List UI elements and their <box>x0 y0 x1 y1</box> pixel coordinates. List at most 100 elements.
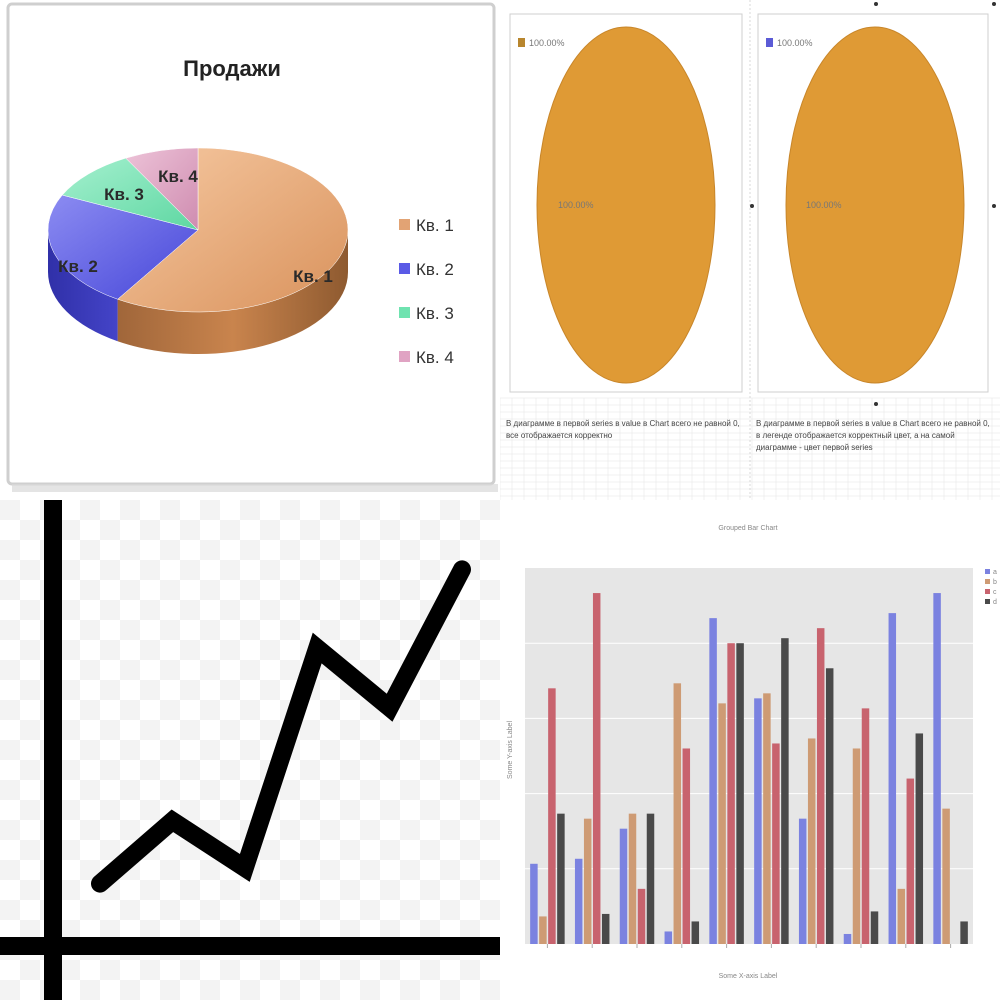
checker-cell <box>100 640 120 660</box>
checker-cell <box>360 900 380 920</box>
bar-c-8 <box>861 708 870 944</box>
checker-cell <box>300 920 320 940</box>
checker-cell <box>440 500 460 520</box>
checker-cell <box>20 960 40 980</box>
checker-cell <box>160 860 180 880</box>
checker-cell <box>400 820 420 840</box>
checker-cell <box>200 980 220 1000</box>
legend-label-kv2: Кв. 2 <box>416 260 454 279</box>
bar-a-9 <box>888 613 897 944</box>
bar-d-4 <box>691 921 700 944</box>
checker-cell <box>440 900 460 920</box>
pie-side-kv1 <box>117 230 349 354</box>
checker-cell <box>280 660 300 680</box>
bar-a-3 <box>619 828 628 944</box>
checker-cell <box>180 800 200 820</box>
bar-d-7 <box>825 668 834 944</box>
checker-cell <box>100 520 120 540</box>
checker-cell <box>380 840 400 860</box>
checker-cell <box>460 520 480 540</box>
checker-cell <box>160 580 180 600</box>
checker-cell <box>280 500 300 520</box>
bar-b-7 <box>807 738 816 944</box>
left-pie-slice <box>536 26 716 384</box>
checker-cell <box>300 520 320 540</box>
checker-cell <box>0 620 20 640</box>
checker-cell <box>0 580 20 600</box>
checker-cell <box>440 980 460 1000</box>
checker-cell <box>200 780 220 800</box>
checker-cell <box>240 660 260 680</box>
checker-cell <box>180 560 200 580</box>
bar-c-3 <box>637 888 646 944</box>
checker-cell <box>0 900 20 920</box>
checker-cell <box>320 900 340 920</box>
checker-cell <box>220 720 240 740</box>
checker-cell <box>260 520 280 540</box>
checker-cell <box>420 920 440 940</box>
checker-cell <box>160 660 180 680</box>
checker-cell <box>140 800 160 820</box>
checker-cell <box>20 680 40 700</box>
checker-cell <box>20 880 40 900</box>
checker-cell <box>80 500 100 520</box>
bar-b-10 <box>942 808 950 944</box>
legend-swatch-kv1 <box>399 219 410 230</box>
handle-dot <box>874 2 878 6</box>
checker-cell <box>100 960 120 980</box>
checker-cell <box>340 960 360 980</box>
checker-cell <box>60 760 80 780</box>
checker-cell <box>20 760 40 780</box>
bar-c-4 <box>682 748 691 944</box>
pie-slices <box>47 147 349 313</box>
pie-slice-kv4 <box>125 147 199 231</box>
checker-cell <box>240 580 260 600</box>
checker-cell <box>60 560 80 580</box>
checker-cell <box>460 600 480 620</box>
checker-cell <box>220 760 240 780</box>
checker-cell <box>320 740 340 760</box>
checker-cell <box>460 840 480 860</box>
checker-cell <box>400 900 420 920</box>
pie-label-kv4: Кв. 4 <box>158 167 198 186</box>
tick-labels <box>546 944 952 948</box>
checker-cell <box>80 700 100 720</box>
pie-slice-kv3 <box>61 157 199 231</box>
checker-cell <box>200 580 220 600</box>
pie-legend: Кв. 1 Кв. 2 Кв. 3 Кв. 4 <box>399 216 454 367</box>
bar-b-5 <box>718 703 726 944</box>
legend-label-kv1: Кв. 1 <box>416 216 454 235</box>
checker-cell <box>240 540 260 560</box>
checker-cell <box>280 980 300 1000</box>
checker-cell <box>120 500 140 520</box>
checker-cell <box>360 780 380 800</box>
checker-cell <box>320 860 340 880</box>
checker-cell <box>340 560 360 580</box>
checker-cell <box>480 700 500 720</box>
checker-cell <box>240 740 260 760</box>
checker-cell <box>400 980 420 1000</box>
checker-cell <box>420 800 440 820</box>
bar-d-6 <box>781 638 789 944</box>
checker-cell <box>260 880 280 900</box>
checker-cell <box>240 980 260 1000</box>
checker-cell <box>480 740 500 760</box>
y-axis <box>44 500 62 1000</box>
checker-cell <box>180 880 200 900</box>
checker-cell <box>20 720 40 740</box>
checker-cell <box>80 620 100 640</box>
checker-cell <box>320 500 340 520</box>
checker-cell <box>480 620 500 640</box>
checker-cell <box>140 520 160 540</box>
checker-cell <box>60 720 80 740</box>
checker-cell <box>320 620 340 640</box>
checker-cell <box>220 560 240 580</box>
right-legend-label: 100.00% <box>777 38 813 48</box>
two-pie-svg: 100.00% 100.00% 100.00% 100.00% <box>500 0 1000 500</box>
checker-cell <box>120 700 140 720</box>
bar-c-9 <box>906 778 915 944</box>
checker-cell <box>100 920 120 940</box>
